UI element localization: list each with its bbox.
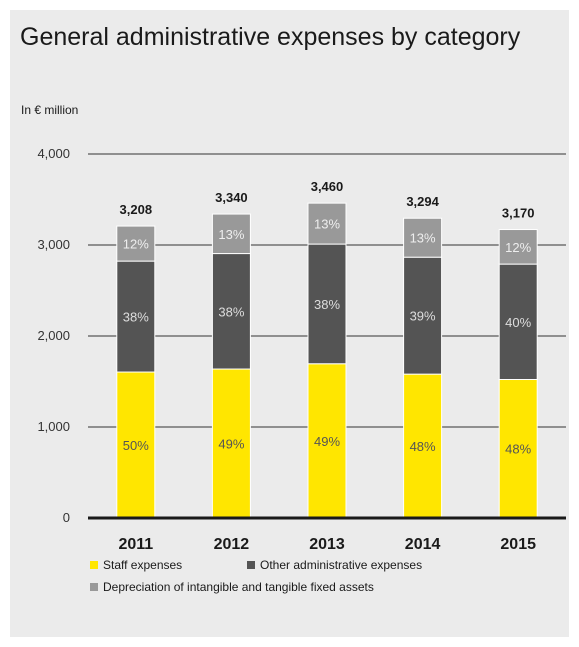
x-category-label: 2011 [118,536,153,553]
legend-label: Depreciation of intangible and tangible … [103,580,374,594]
segment-percent-label: 49% [314,434,340,449]
legend-label: Other administrative expenses [260,558,422,572]
bar-segment [498,263,538,380]
segment-percent-label: 48% [410,439,436,454]
bar-segment [116,225,156,262]
bar-segment [116,371,156,519]
bar-segment [498,378,538,519]
bar-segment [498,229,538,265]
bar-total-label: 3,294 [406,194,439,209]
bar-segment [307,363,347,519]
x-category-label: 2013 [309,536,345,553]
legend-swatch [247,561,255,569]
bar-total-label: 3,170 [502,206,535,221]
bar-segment [211,253,251,370]
segment-percent-label: 50% [123,438,149,453]
y-tick-label: 0 [63,510,70,525]
y-tick-label: 4,000 [37,146,70,161]
segment-percent-label: 38% [218,304,244,319]
bar-segment [403,256,443,375]
segment-percent-label: 13% [218,227,244,242]
segment-percent-label: 49% [218,437,244,452]
legend-label: Staff expenses [103,558,182,572]
bar-total-label: 3,208 [120,202,153,217]
segment-percent-label: 13% [314,217,340,232]
segment-percent-label: 39% [410,309,436,324]
y-tick-label: 1,000 [37,419,70,434]
x-category-label: 2015 [500,536,536,553]
y-tick-label: 3,000 [37,237,70,252]
segment-percent-label: 48% [505,442,531,457]
bar-segment [116,260,156,373]
bar-segment [403,217,443,258]
chart-unit: In € million [21,103,79,117]
segment-percent-label: 12% [505,240,531,255]
segment-percent-label: 12% [123,237,149,252]
bar-total-label: 3,460 [311,179,344,194]
x-category-label: 2012 [214,536,250,553]
segment-percent-label: 38% [123,310,149,325]
x-category-label: 2014 [405,536,441,553]
legend-swatch [90,561,98,569]
chart-card [10,10,569,637]
chart-title: General administrative expenses by categ… [20,23,521,51]
bar-total-label: 3,340 [215,190,248,205]
segment-percent-label: 38% [314,297,340,312]
y-tick-label: 2,000 [37,328,70,343]
segment-percent-label: 40% [505,315,531,330]
legend-swatch [90,583,98,591]
bar-segment [403,373,443,519]
bar-segment [211,213,251,255]
segment-percent-label: 13% [410,231,436,246]
bar-segment [307,202,347,245]
